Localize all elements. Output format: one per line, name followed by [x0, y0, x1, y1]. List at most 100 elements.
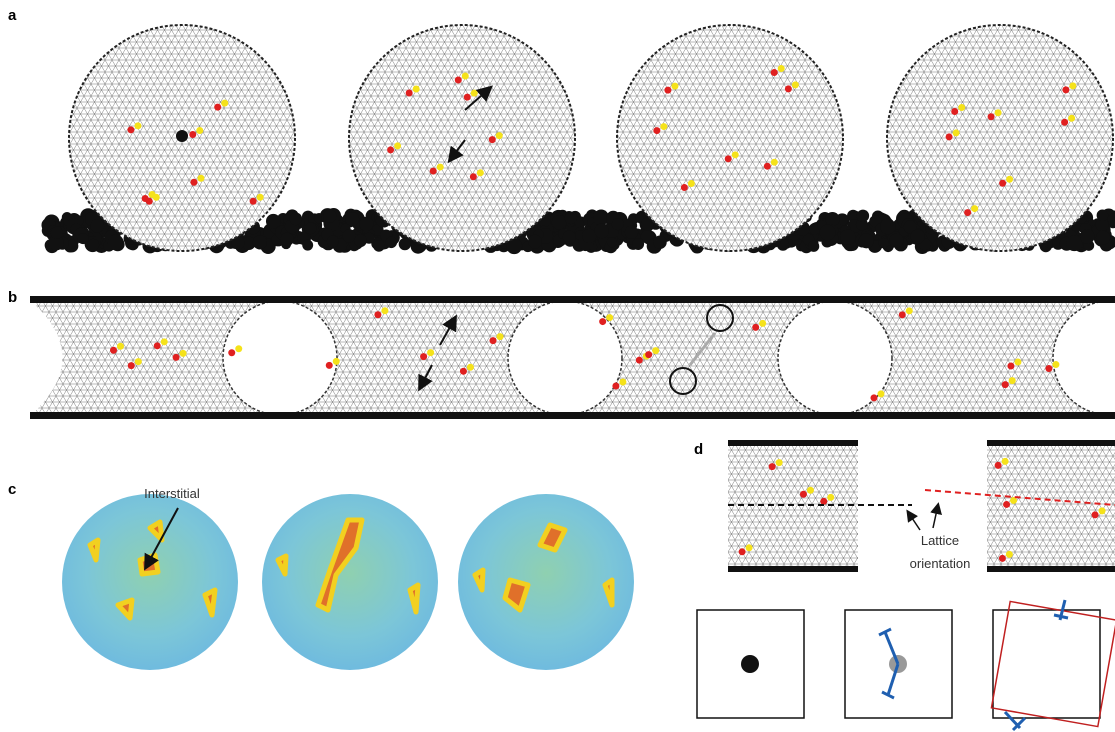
defect: [1009, 377, 1016, 384]
defect: [1006, 551, 1013, 558]
defect: [1003, 501, 1010, 508]
substrate: [607, 237, 617, 247]
defect: [134, 122, 141, 129]
panel-label: d: [694, 441, 703, 458]
defect: [190, 179, 197, 186]
panel-label: a: [8, 7, 17, 24]
substrate: [1066, 235, 1082, 251]
defect: [497, 333, 504, 340]
substrate: [108, 234, 124, 250]
substrate: [280, 233, 293, 246]
substrate: [78, 233, 89, 244]
defect: [877, 390, 884, 397]
defect: [420, 353, 427, 360]
defect: [1061, 119, 1068, 126]
defect: [437, 164, 444, 171]
defect: [477, 169, 484, 176]
substrate: [305, 222, 317, 234]
defect: [394, 142, 401, 149]
defect: [127, 126, 134, 133]
wall: [987, 440, 1115, 446]
defect: [807, 487, 814, 494]
substrate: [87, 239, 99, 251]
defect: [759, 320, 766, 327]
defect: [381, 307, 388, 314]
substrate: [582, 229, 596, 243]
substrate: [563, 231, 576, 244]
defect: [800, 491, 807, 498]
defect: [467, 364, 474, 371]
defect: [333, 358, 340, 365]
substrate: [878, 238, 889, 249]
defect: [1062, 86, 1069, 93]
defect: [142, 195, 149, 202]
defect: [995, 462, 1002, 469]
substrate: [552, 215, 566, 229]
substrate: [1096, 231, 1110, 245]
substrate: [859, 233, 874, 248]
wall: [728, 566, 858, 572]
drawing: [30, 25, 1115, 730]
defect: [462, 73, 469, 80]
defect: [999, 555, 1006, 562]
wall: [987, 566, 1115, 572]
substrate: [302, 240, 313, 251]
defect: [599, 318, 606, 325]
defect: [1006, 176, 1013, 183]
defect: [154, 342, 161, 349]
defect: [257, 194, 264, 201]
substrate: [612, 218, 624, 230]
rotated-frame: [991, 601, 1115, 726]
defect: [906, 307, 913, 314]
defect: [496, 132, 503, 139]
defect: [250, 198, 257, 205]
defect: [470, 173, 477, 180]
defect: [971, 205, 978, 212]
defect: [612, 383, 619, 390]
defect: [995, 109, 1002, 116]
substrate: [808, 241, 819, 252]
substrate: [1097, 210, 1109, 222]
defect: [374, 311, 381, 318]
defect: [490, 337, 497, 344]
substrate: [565, 212, 577, 224]
wall: [30, 296, 1115, 303]
frame: [993, 610, 1100, 718]
defect: [870, 394, 877, 401]
defect: [235, 345, 242, 352]
arrow: [933, 505, 938, 528]
substrate: [825, 212, 839, 226]
substrate: [857, 210, 869, 222]
defect: [1069, 82, 1076, 89]
substrate: [632, 238, 644, 250]
defect: [221, 100, 228, 107]
defect: [430, 168, 437, 175]
defect: [1068, 115, 1075, 122]
annotation: Interstitial: [144, 486, 200, 501]
substrate: [594, 224, 608, 238]
defect: [406, 90, 413, 97]
defect: [681, 184, 688, 191]
defect: [161, 338, 168, 345]
defect: [958, 104, 965, 111]
defect: [117, 343, 124, 350]
defect: [214, 104, 221, 111]
defect: [197, 175, 204, 182]
defect: [135, 358, 142, 365]
defect: [1052, 361, 1059, 368]
panel-label: c: [8, 481, 16, 498]
defect-region: [140, 555, 158, 574]
hole: [508, 301, 622, 415]
defect: [964, 209, 971, 216]
heat-sphere: [62, 494, 238, 670]
hole: [223, 301, 337, 415]
defect: [619, 379, 626, 386]
substrate: [343, 229, 356, 242]
defect: [946, 133, 953, 140]
substrate: [889, 234, 903, 248]
defect: [792, 81, 799, 88]
defect: [228, 349, 235, 356]
sphere: [887, 25, 1113, 251]
defect: [455, 77, 462, 84]
defect: [988, 113, 995, 120]
